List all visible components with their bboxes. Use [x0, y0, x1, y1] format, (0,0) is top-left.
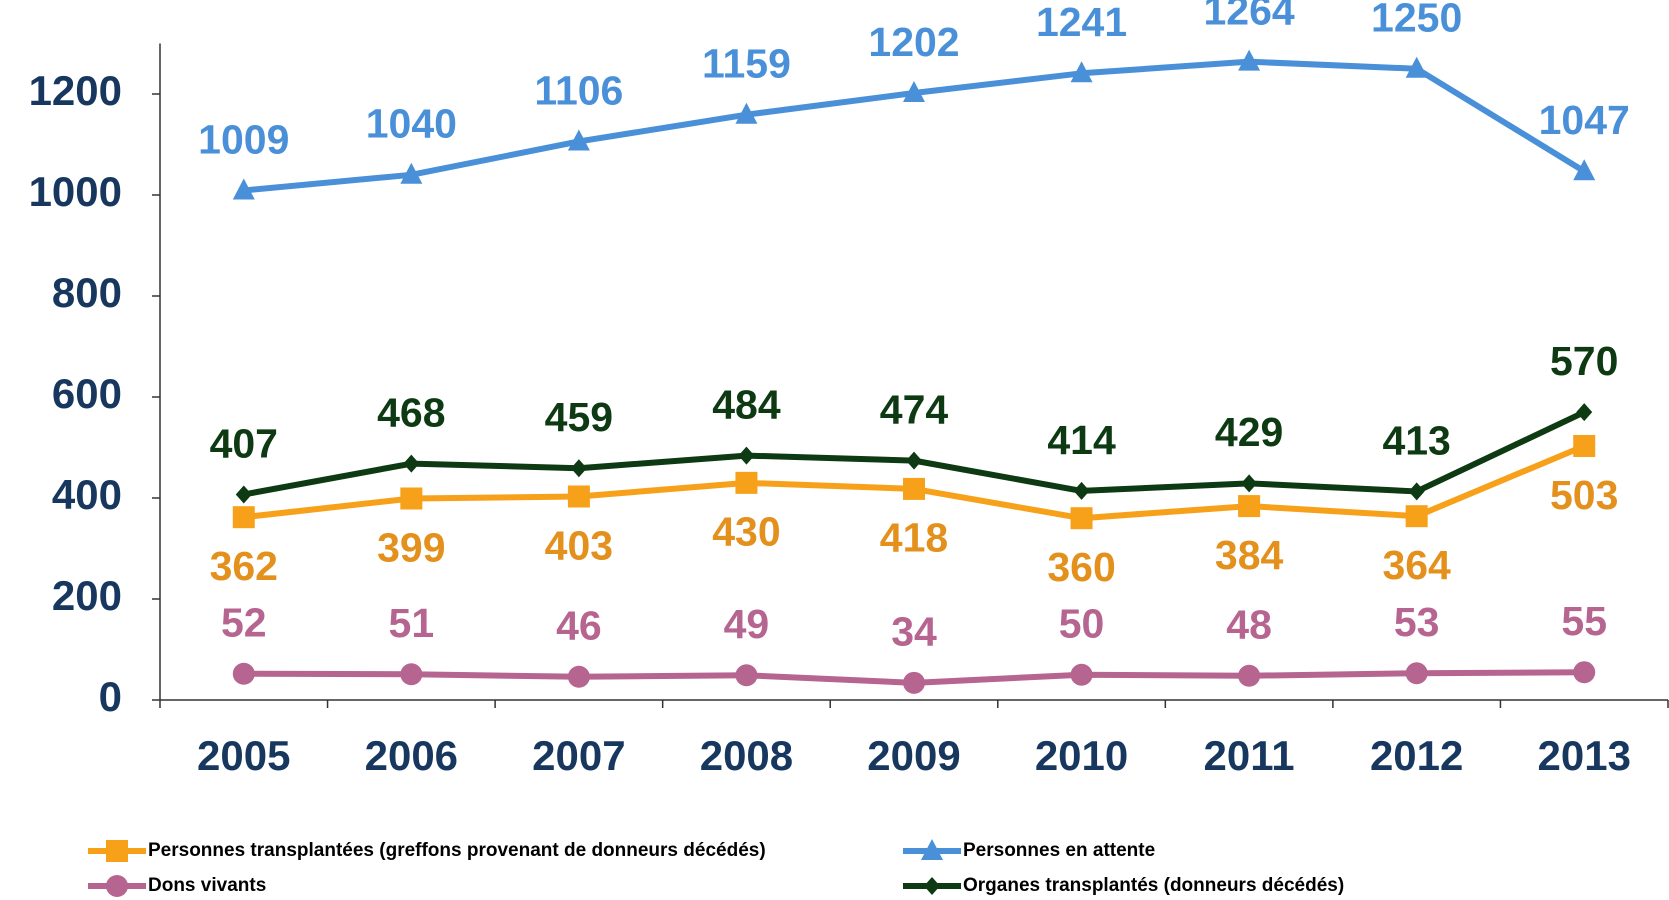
- legend-label: Personnes transplantées (greffons proven…: [148, 840, 766, 861]
- x-tick-label: 2007: [532, 732, 625, 779]
- marker: [1070, 507, 1093, 530]
- marker: [400, 487, 423, 510]
- x-tick-label: 2012: [1370, 732, 1463, 779]
- marker: [735, 102, 758, 124]
- y-tick-label: 200: [52, 572, 122, 619]
- legend-label: Dons vivants: [148, 875, 266, 896]
- marker: [400, 663, 423, 686]
- data-label: 430: [712, 509, 780, 555]
- data-label: 50: [1059, 601, 1105, 647]
- data-label: 403: [545, 522, 613, 568]
- data-label: 570: [1550, 338, 1618, 384]
- x-tick-label: 2013: [1538, 732, 1631, 779]
- data-label: 1009: [198, 116, 289, 162]
- y-tick-label: 0: [99, 673, 122, 720]
- marker: [1576, 403, 1593, 422]
- marker: [1573, 661, 1596, 684]
- marker: [906, 451, 922, 470]
- data-label: 503: [1550, 472, 1618, 518]
- marker: [738, 446, 755, 465]
- data-label: 399: [377, 524, 445, 570]
- x-tick-label: 2006: [365, 732, 458, 779]
- marker: [232, 662, 255, 685]
- data-label: 46: [556, 603, 602, 649]
- data-label: 362: [210, 543, 278, 589]
- data-label: 1264: [1204, 0, 1295, 34]
- data-label: 407: [210, 420, 278, 466]
- data-label: 414: [1047, 417, 1116, 463]
- data-label: 364: [1382, 542, 1451, 588]
- data-label: 53: [1394, 599, 1440, 645]
- marker: [903, 80, 925, 102]
- marker: [1238, 49, 1261, 71]
- x-tick-label: 2009: [867, 732, 960, 779]
- y-tick-label: 600: [52, 370, 122, 417]
- marker: [1073, 481, 1090, 500]
- x-tick-label: 2005: [197, 732, 290, 779]
- x-tick-label: 2010: [1035, 732, 1128, 779]
- marker: [567, 665, 590, 688]
- marker: [570, 459, 587, 478]
- legend-label: Personnes en attente: [963, 840, 1155, 861]
- data-label: 34: [891, 609, 937, 655]
- marker: [400, 162, 423, 184]
- data-label: 384: [1215, 532, 1284, 578]
- data-label: 55: [1561, 598, 1607, 644]
- y-tick-label: 400: [52, 471, 122, 518]
- marker: [232, 178, 255, 200]
- marker: [1573, 434, 1596, 457]
- marker: [1238, 495, 1261, 518]
- data-label: 413: [1382, 417, 1450, 463]
- data-label: 1159: [702, 41, 791, 87]
- marker: [1070, 663, 1093, 686]
- data-label: 1250: [1371, 0, 1462, 41]
- marker: [1405, 56, 1428, 78]
- data-label: 51: [389, 600, 435, 646]
- marker: [1405, 662, 1428, 685]
- data-label: 429: [1215, 409, 1283, 455]
- marker: [1241, 474, 1258, 493]
- marker: [235, 485, 252, 504]
- legend-marker: [106, 875, 128, 897]
- marker: [1573, 159, 1596, 181]
- x-tick-label: 2011: [1204, 732, 1295, 779]
- marker: [735, 664, 758, 687]
- marker: [1238, 664, 1261, 687]
- marker: [403, 454, 420, 473]
- marker: [1070, 61, 1093, 83]
- marker: [1408, 482, 1425, 501]
- data-label: 49: [724, 601, 770, 647]
- data-label: 418: [880, 515, 948, 561]
- data-label: 1040: [366, 101, 457, 147]
- y-tick-label: 1200: [29, 67, 122, 114]
- marker: [1405, 505, 1428, 528]
- data-label: 468: [377, 389, 445, 435]
- marker: [735, 471, 758, 494]
- legend-marker: [921, 839, 943, 860]
- legend-marker: [924, 877, 940, 895]
- marker: [567, 485, 590, 508]
- y-tick-label: 1000: [29, 168, 122, 215]
- legend-label: Organes transplantés (donneurs décédés): [963, 875, 1344, 896]
- data-label: 360: [1047, 544, 1115, 590]
- data-label: 1202: [868, 19, 959, 65]
- marker: [232, 506, 255, 529]
- data-label: 484: [712, 381, 781, 427]
- data-label: 474: [880, 386, 949, 432]
- data-label: 1047: [1539, 97, 1630, 143]
- legend-marker: [106, 840, 128, 862]
- marker: [903, 477, 925, 500]
- data-label: 1106: [534, 67, 623, 113]
- marker: [567, 129, 590, 151]
- x-tick-label: 2008: [700, 732, 793, 779]
- y-tick-label: 800: [52, 269, 122, 316]
- data-label: 48: [1226, 602, 1272, 648]
- data-label: 1241: [1036, 0, 1127, 45]
- data-label: 52: [221, 600, 267, 646]
- data-label: 459: [545, 394, 613, 440]
- marker: [903, 671, 925, 694]
